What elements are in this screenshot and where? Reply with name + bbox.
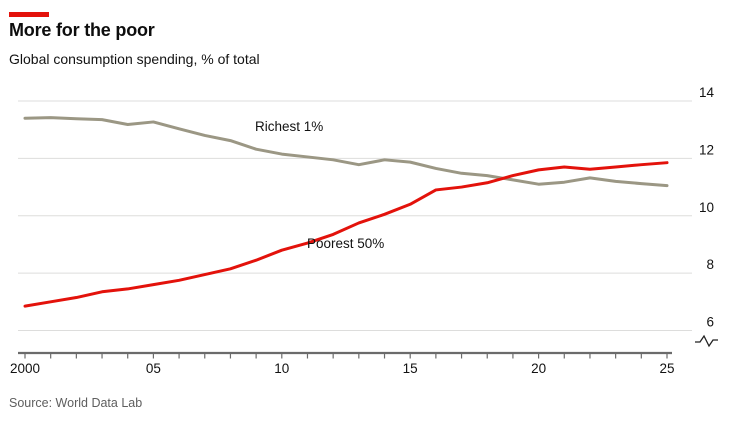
series-line-poorest-50	[23, 161, 669, 308]
x-tick-label: 15	[403, 361, 418, 376]
y-tick-label: 14	[699, 85, 715, 100]
x-tick-label: 20	[531, 361, 546, 376]
y-tick-label: 10	[699, 200, 714, 215]
chart-subtitle: Global consumption spending, % of total	[9, 51, 260, 67]
brand-bar	[9, 12, 49, 17]
x-tick-label: 10	[274, 361, 289, 376]
y-tick-label: 8	[706, 257, 714, 272]
x-tick-label: 25	[659, 361, 674, 376]
y-tick-label: 12	[699, 142, 714, 157]
axis-break-icon	[695, 334, 718, 348]
x-tick-label: 2000	[10, 361, 40, 376]
series-line-richest-1	[23, 116, 669, 188]
source-note: Source: World Data Lab	[9, 396, 143, 410]
x-tick-label: 05	[146, 361, 161, 376]
line-chart: 14 12 10 8 6 2000 05 10 15 20 25 Richest 1% Poorest …	[10, 85, 718, 376]
series-label-poorest-50: Poorest 50%	[307, 236, 384, 251]
y-tick-label: 6	[706, 315, 714, 330]
chart-title: More for the poor	[9, 20, 155, 40]
series-label-richest-1: Richest 1%	[255, 119, 323, 134]
